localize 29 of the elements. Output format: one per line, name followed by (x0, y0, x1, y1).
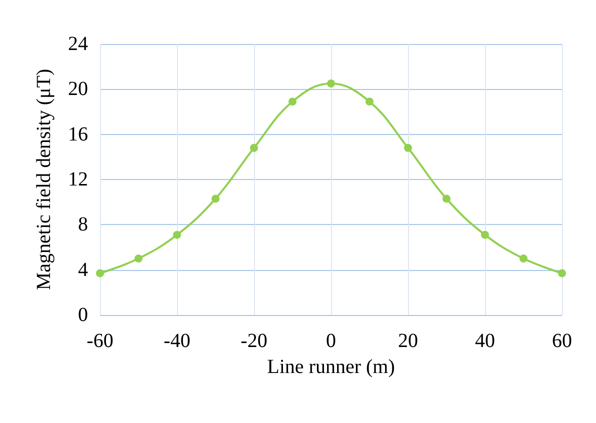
point (288, 98, 296, 106)
point (327, 80, 335, 88)
x-tick-label: 40 (475, 330, 495, 352)
x-axis-title: Line runner (m) (267, 356, 395, 378)
x-tick-label: 60 (552, 330, 572, 352)
point (558, 269, 566, 278)
point (96, 269, 104, 278)
y-tick-label: 12 (68, 168, 88, 190)
point (250, 144, 258, 152)
y-tick-label: 16 (68, 123, 88, 146)
point (404, 144, 412, 152)
y-tick-label: 24 (68, 33, 88, 55)
point (442, 194, 450, 203)
point (134, 254, 142, 263)
x-tick-label: -60 (86, 330, 114, 352)
point (212, 194, 220, 203)
point (520, 254, 528, 263)
y-axis-title: Magnetic field density (μT) (33, 68, 55, 290)
x-tick-label: 20 (398, 330, 418, 352)
y-tick-label: 20 (68, 78, 88, 100)
x-tick-label: -20 (240, 330, 268, 352)
point (173, 230, 181, 239)
point (366, 98, 374, 106)
point (481, 230, 489, 239)
y-tick-label: 0 (78, 304, 88, 326)
y-tick-label: 8 (78, 214, 88, 236)
x-tick-label: -40 (164, 330, 190, 352)
y-tick-label: 4 (78, 258, 88, 281)
x-tick-label: 0 (326, 330, 336, 352)
